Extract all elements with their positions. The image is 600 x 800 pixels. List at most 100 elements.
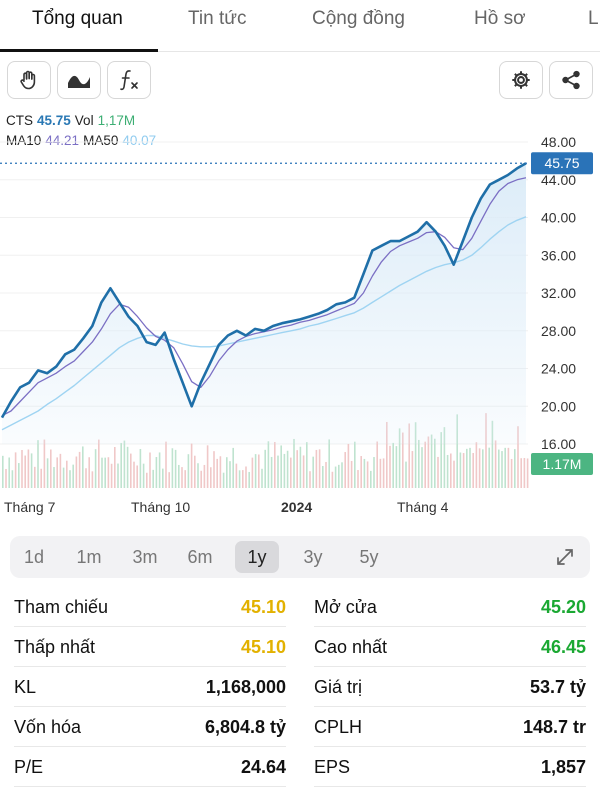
volume-bar bbox=[274, 441, 276, 488]
volume-bar bbox=[181, 467, 183, 488]
stat-value: 53.7 tỷ bbox=[529, 676, 586, 697]
volume-bar bbox=[142, 463, 145, 488]
period-5y[interactable]: 5y bbox=[359, 546, 379, 567]
expand-icon[interactable] bbox=[554, 546, 576, 568]
y-tick-label: 40.00 bbox=[541, 210, 576, 226]
volume-bar bbox=[347, 443, 350, 488]
volume-bar bbox=[165, 441, 167, 488]
period-1m[interactable]: 1m bbox=[76, 546, 102, 567]
volume-bar bbox=[334, 466, 337, 488]
price-chart[interactable]: 48.00 44.00 40.00 36.00 32.00 28.00 24.00 20.00… bbox=[0, 100, 600, 530]
volume-bar bbox=[101, 457, 103, 488]
x-tick-label: Tháng 10 bbox=[131, 499, 190, 515]
stats-row: P/E 24.64 EPS 1,857 bbox=[0, 748, 600, 787]
stat-label: Thấp nhất bbox=[14, 636, 96, 657]
volume-bar bbox=[389, 445, 391, 488]
ma50-value: 40.07 bbox=[122, 133, 157, 148]
volume-bar bbox=[155, 457, 158, 488]
volume-bar bbox=[446, 454, 449, 488]
volume-bar bbox=[232, 447, 234, 488]
volume-bar bbox=[200, 470, 202, 488]
volume-bar bbox=[280, 445, 282, 488]
settings-button[interactable] bbox=[499, 61, 543, 99]
volume-bar bbox=[293, 438, 295, 488]
volume-bar bbox=[219, 456, 222, 488]
y-tick-label: 20.00 bbox=[541, 398, 576, 414]
function-tool-button[interactable] bbox=[107, 61, 151, 99]
volume-bar bbox=[2, 455, 4, 488]
volume-bar bbox=[194, 455, 196, 488]
stat-market-cap: Vốn hóa 6,804.8 tỷ bbox=[14, 708, 286, 747]
volume-bar bbox=[53, 467, 55, 488]
stat-value: 24.64 bbox=[240, 756, 286, 777]
volume-bar bbox=[478, 448, 481, 488]
volume-bar bbox=[226, 457, 228, 488]
volume-bar bbox=[306, 442, 308, 488]
stat-label: P/E bbox=[14, 756, 44, 777]
volume-bar bbox=[395, 446, 398, 488]
volume-bar bbox=[238, 470, 241, 488]
stat-label: CPLH bbox=[314, 716, 363, 737]
volume-bar bbox=[459, 452, 462, 488]
last-price-label: 45.75 bbox=[544, 155, 579, 171]
volume-bar bbox=[405, 461, 407, 488]
stats-row: Tham chiếu 45.10 Mở cửa 45.20 bbox=[0, 588, 600, 627]
volume-bar bbox=[30, 453, 33, 488]
volume-bar bbox=[270, 456, 273, 488]
volume-bar bbox=[469, 447, 471, 488]
volume-bar bbox=[338, 464, 340, 488]
period-3y[interactable]: 3y bbox=[303, 546, 323, 567]
volume-bar bbox=[466, 448, 468, 488]
price-series-line bbox=[0, 162, 527, 419]
volume-bar bbox=[88, 457, 90, 488]
volume-bar bbox=[261, 468, 263, 488]
ma-info-line: MA10 44.21 MA50 40.07 bbox=[6, 133, 160, 148]
volume-bar bbox=[139, 448, 142, 488]
tab-community[interactable]: Cộng đồng bbox=[312, 8, 405, 29]
ma50-series-line bbox=[1, 216, 527, 431]
wave-tool-button[interactable] bbox=[57, 61, 101, 99]
volume-bar bbox=[46, 458, 49, 488]
tab-more[interactable]: L bbox=[588, 8, 599, 29]
last-price-badge bbox=[531, 152, 593, 175]
volume-bar bbox=[245, 466, 247, 488]
volume-bar bbox=[450, 453, 452, 488]
stat-value: 6,804.8 tỷ bbox=[204, 716, 286, 737]
volume-bar bbox=[69, 470, 71, 488]
volume-bar bbox=[370, 470, 372, 488]
volume-badge-label: 1.17M bbox=[543, 456, 582, 472]
volume-bar bbox=[488, 447, 490, 488]
volume-bar bbox=[456, 414, 458, 488]
share-button[interactable] bbox=[549, 61, 593, 99]
period-6m[interactable]: 6m bbox=[187, 546, 213, 567]
volume-bar bbox=[110, 463, 113, 488]
period-1y[interactable]: 1y bbox=[235, 541, 279, 573]
volume-bar bbox=[427, 436, 430, 488]
volume-bar bbox=[402, 432, 404, 488]
top-tabs: Tổng quan Tin tức Cộng đồng Hồ sơ L bbox=[0, 0, 600, 52]
volume-bar bbox=[248, 471, 250, 488]
period-3m[interactable]: 3m bbox=[132, 546, 158, 567]
volume-bar bbox=[514, 449, 516, 488]
volume-bar bbox=[206, 445, 209, 488]
stat-label: KL bbox=[14, 676, 37, 697]
volume-bar bbox=[162, 468, 164, 488]
volume-bar bbox=[126, 446, 129, 488]
hand-tool-button[interactable] bbox=[7, 61, 51, 99]
stat-label: Mở cửa bbox=[314, 596, 377, 617]
volume-bar bbox=[482, 449, 484, 488]
volume-bar bbox=[40, 468, 42, 488]
volume-bar bbox=[34, 466, 36, 488]
tab-profile[interactable]: Hồ sơ bbox=[474, 8, 526, 29]
tab-news[interactable]: Tin tức bbox=[188, 8, 247, 29]
volume-bar bbox=[123, 440, 126, 488]
volume-bar bbox=[190, 443, 193, 488]
stat-value: 46.45 bbox=[540, 636, 586, 657]
tab-overview[interactable]: Tổng quan bbox=[32, 8, 123, 29]
volume-bar bbox=[197, 463, 199, 488]
volume-bar bbox=[264, 449, 266, 488]
volume-bar bbox=[8, 457, 10, 488]
volume-bar bbox=[430, 434, 433, 488]
volume-bar bbox=[414, 422, 417, 488]
period-1d[interactable]: 1d bbox=[23, 546, 45, 567]
